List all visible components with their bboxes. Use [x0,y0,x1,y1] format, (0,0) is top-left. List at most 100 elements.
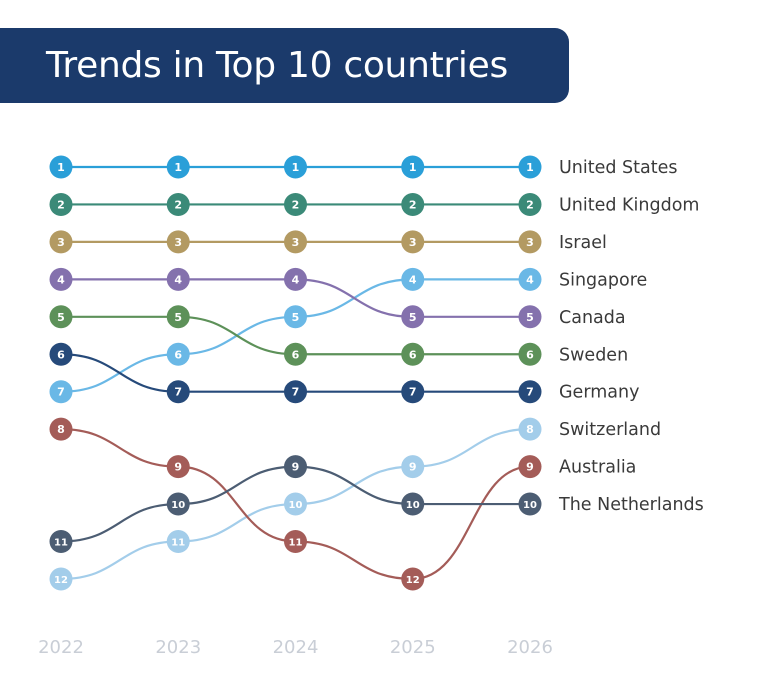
rank-label: 9 [409,461,417,474]
series-line-singapore [60,278,530,393]
country-label-united-states: United States [559,158,678,178]
rank-label: 2 [292,198,300,211]
rank-label: 3 [292,236,300,249]
rank-marker-switzerland-2023 [166,530,190,553]
rank-label: 6 [57,348,65,361]
country-label-israel: Israel [559,233,607,253]
rank-label: 5 [526,311,534,324]
year-label-2024: 2024 [273,637,319,658]
rank-marker-israel-2024 [284,230,307,254]
rank-label: 9 [292,461,300,474]
rank-marker-germany-2026 [518,380,542,404]
year-label-2023: 2023 [155,637,201,658]
rank-marker-singapore-2023 [166,342,190,366]
rank-label: 7 [174,386,182,399]
rank-label: 12 [406,575,420,586]
rank-marker-sweden-2022 [49,305,73,329]
rank-marker-sweden-2025 [401,342,425,366]
rank-label: 7 [57,386,65,399]
rank-marker-canada-2025 [401,305,425,329]
rank-marker-sweden-2023 [166,305,190,329]
rank-marker-united-states-2024 [284,155,307,179]
rank-label: 4 [292,273,300,286]
country-label-switzerland: Switzerland [559,420,661,440]
rank-label: 4 [526,273,534,286]
year-label-2022: 2022 [38,637,84,658]
rank-marker-australia-2026 [518,455,542,479]
rank-label: 8 [526,423,534,436]
rank-marker-sweden-2024 [284,342,307,366]
rank-marker-germany-2023 [166,380,190,404]
rank-marker-the-netherlands-2026 [518,492,542,516]
country-label-sweden: Sweden [559,345,628,365]
rank-label: 3 [174,236,182,249]
rank-label: 2 [409,198,417,211]
rank-label: 11 [289,538,303,549]
rank-label: 5 [409,311,417,324]
rank-marker-germany-2025 [401,380,425,404]
rank-label: 2 [526,198,534,211]
year-label-2025: 2025 [390,637,436,658]
rank-marker-united-kingdom-2025 [401,192,425,216]
rank-label: 5 [57,311,65,324]
rank-marker-germany-2022 [49,342,73,366]
rank-label: 12 [54,575,68,586]
rank-label: 1 [174,161,182,174]
rank-marker-united-kingdom-2023 [166,192,190,216]
rank-marker-israel-2026 [518,230,542,254]
rank-label: 1 [292,161,300,174]
year-axis: 2022 2023 2024 2025 2026 [38,637,553,658]
rank-label: 1 [526,161,534,174]
rank-label: 2 [174,198,182,211]
rank-marker-united-kingdom-2026 [518,192,542,216]
rank-marker-united-states-2025 [401,155,425,179]
rank-marker-united-kingdom-2022 [49,192,73,216]
rank-label: 2 [57,198,65,211]
rank-label: 3 [526,236,534,249]
rank-marker-the-netherlands-2024 [284,455,307,479]
rank-marker-the-netherlands-2025 [401,492,425,516]
rank-label: 4 [57,273,65,286]
rank-marker-canada-2023 [166,267,190,291]
rank-label: 6 [292,348,300,361]
rank-marker-switzerland-2022 [49,567,73,591]
rank-marker-switzerland-2025 [401,455,425,479]
rank-label: 5 [292,311,300,324]
rank-marker-switzerland-2024 [284,492,307,516]
rank-marker-australia-2022 [49,417,73,441]
country-label-germany: Germany [559,383,639,403]
rank-marker-germany-2024 [284,380,307,404]
rank-marker-switzerland-2026 [518,417,542,441]
year-label-2026: 2026 [507,637,553,658]
rank-label: 5 [174,311,182,324]
rank-label: 6 [526,348,534,361]
rank-label: 6 [409,348,417,361]
rank-marker-singapore-2022 [49,380,73,404]
chart-title: Trends in Top 10 countries [46,45,508,86]
rank-label: 7 [292,386,300,399]
rank-label: 7 [526,386,534,399]
rank-marker-singapore-2025 [401,267,425,291]
rank-label: 10 [171,500,185,511]
country-label-united-kingdom: United Kingdom [559,195,699,215]
rank-label: 4 [409,273,417,286]
rank-marker-israel-2025 [401,230,425,254]
rank-marker-united-states-2026 [518,155,542,179]
rank-marker-the-netherlands-2022 [49,530,73,553]
rank-marker-the-netherlands-2023 [166,492,190,516]
rank-marker-canada-2026 [518,305,542,329]
rank-label: 7 [409,386,417,399]
rank-label: 11 [171,538,185,549]
rank-label: 1 [57,161,65,174]
country-label-singapore: Singapore [559,270,647,290]
country-label-the-netherlands: The Netherlands [558,495,704,515]
rank-label: 11 [54,538,68,549]
country-labels: United States United Kingdom Israel Singapo… [558,158,704,515]
title-banner: Trends in Top 10 countries [0,28,569,103]
rank-marker-singapore-2024 [284,305,307,329]
rank-label: 9 [526,461,534,474]
rank-label: 3 [57,236,65,249]
rank-marker-united-states-2023 [166,155,190,179]
rank-marker-united-kingdom-2024 [284,192,307,216]
